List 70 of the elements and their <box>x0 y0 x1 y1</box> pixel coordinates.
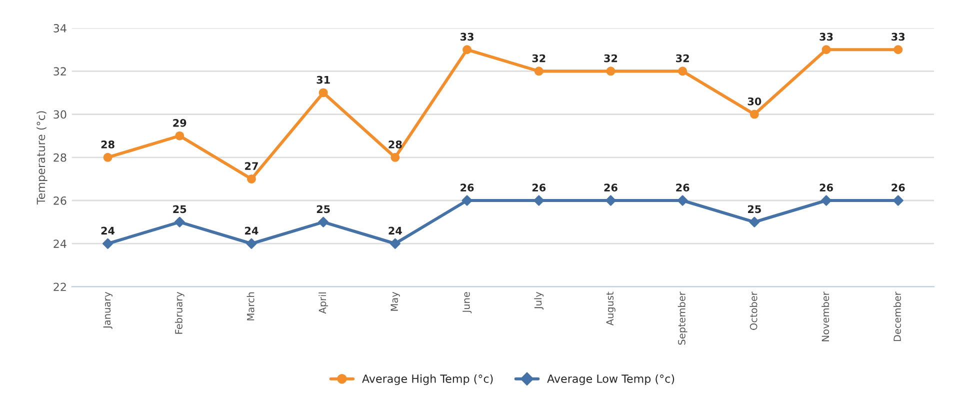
point <box>462 45 472 54</box>
data-label: 31 <box>316 76 330 84</box>
x-tick-label: March <box>246 292 254 320</box>
legend-label: Average Low Temp (°c) <box>547 374 674 386</box>
x-tick-label: February <box>174 292 184 334</box>
y-tick-label: 26 <box>54 196 66 205</box>
data-label: 33 <box>892 32 905 41</box>
point <box>103 152 112 162</box>
x-tick-label: August <box>606 292 616 326</box>
point <box>174 216 185 228</box>
y-axis-title: Temperature (°c) <box>36 111 48 205</box>
data-label: 29 <box>173 118 186 127</box>
data-label: 26 <box>604 184 618 192</box>
x-tick-label: May <box>390 292 400 311</box>
y-tick-label: 32 <box>54 67 66 76</box>
data-label: 25 <box>173 205 186 214</box>
x-tick-label: January <box>103 292 112 329</box>
data-label: 26 <box>820 184 833 192</box>
point <box>390 238 400 249</box>
point <box>318 88 328 98</box>
data-label: 25 <box>748 205 761 214</box>
x-tick-label: October <box>750 292 758 330</box>
point <box>534 195 544 206</box>
data-label: 26 <box>460 184 474 192</box>
y-tick-label: 30 <box>54 110 66 119</box>
data-label: 25 <box>316 205 330 214</box>
point <box>894 45 903 54</box>
point <box>749 216 760 228</box>
point <box>605 195 616 206</box>
point <box>750 110 759 119</box>
data-label: 26 <box>892 184 905 192</box>
point <box>820 195 832 206</box>
point <box>175 131 184 140</box>
data-label: 26 <box>676 184 690 192</box>
point <box>246 238 257 249</box>
data-label: 33 <box>820 32 833 41</box>
data-label: 24 <box>388 226 402 234</box>
x-tick-label: July <box>534 292 544 310</box>
point <box>318 216 329 228</box>
x-tick-label: September <box>678 292 688 345</box>
x-tick-label: November <box>822 292 830 342</box>
data-label: 28 <box>101 140 114 148</box>
data-label: 24 <box>245 226 258 234</box>
y-tick-label: 28 <box>54 153 66 162</box>
data-label: 32 <box>604 54 618 62</box>
data-label: 30 <box>748 97 762 106</box>
data-label: 27 <box>245 162 258 170</box>
legend-label: Average High Temp (°c) <box>362 374 493 386</box>
x-tick-label: April <box>318 292 328 314</box>
point <box>822 45 831 54</box>
x-tick-label: December <box>893 292 901 342</box>
point <box>892 195 904 206</box>
data-label: 26 <box>532 184 546 192</box>
point <box>462 195 472 206</box>
y-tick-label: 22 <box>54 282 66 291</box>
point <box>534 66 544 76</box>
data-label: 32 <box>676 54 689 62</box>
point <box>390 152 400 162</box>
data-label: 28 <box>388 140 402 148</box>
point <box>678 66 688 76</box>
point <box>606 66 616 76</box>
y-tick-label: 24 <box>54 240 66 248</box>
x-tick-label: June <box>462 292 472 314</box>
data-label: 24 <box>101 226 115 234</box>
point <box>677 195 688 206</box>
point <box>246 174 256 184</box>
y-tick-label: 34 <box>54 24 66 32</box>
data-label: 33 <box>460 32 474 41</box>
point <box>102 238 114 249</box>
data-label: 32 <box>532 54 546 62</box>
